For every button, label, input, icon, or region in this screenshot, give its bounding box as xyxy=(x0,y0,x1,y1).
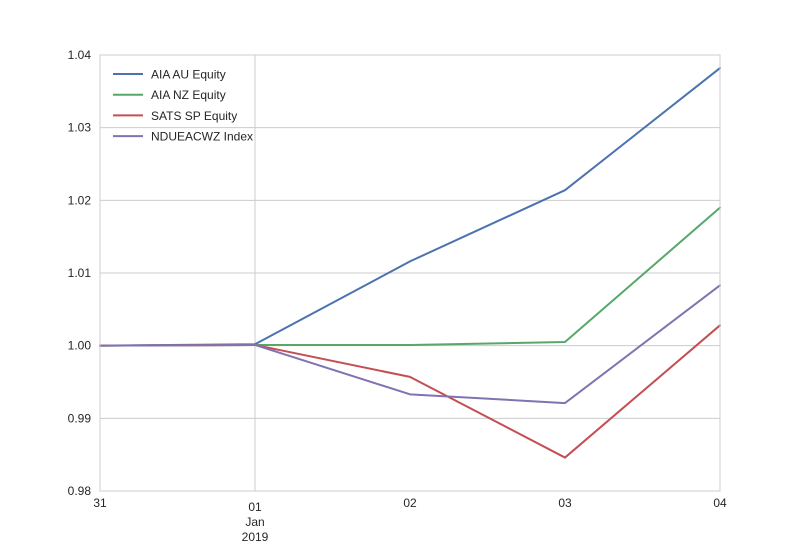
legend-label: NDUEACWZ Index xyxy=(151,130,253,144)
x-tick-label: 01 xyxy=(248,500,262,514)
legend-label: AIA NZ Equity xyxy=(151,88,226,102)
y-axis-tick-labels: 0.98 0.99 1.00 1.01 1.02 1.03 1.04 xyxy=(68,48,92,498)
series-lines xyxy=(99,67,721,459)
y-tick-label: 1.00 xyxy=(68,339,92,353)
legend-label: SATS SP Equity xyxy=(151,109,237,123)
x-tick-label: 03 xyxy=(558,496,572,510)
legend: AIA AU Equity AIA NZ Equity SATS SP Equity… xyxy=(113,68,253,144)
x-tick-label: 04 xyxy=(713,496,727,510)
y-tick-label: 0.99 xyxy=(68,411,92,425)
x-tick-label: 31 xyxy=(93,496,107,510)
x-tick-label: Jan xyxy=(245,515,264,529)
x-tick-label: 2019 xyxy=(242,530,269,544)
legend-label: AIA AU Equity xyxy=(151,68,226,82)
y-tick-label: 1.03 xyxy=(68,121,92,135)
plot-frame xyxy=(99,54,721,492)
y-tick-label: 1.04 xyxy=(68,48,92,62)
series-line-ndueacwz-index xyxy=(99,284,721,405)
x-tick-label: 02 xyxy=(403,496,417,510)
y-tick-label: 1.01 xyxy=(68,266,92,280)
y-tick-label: 0.98 xyxy=(68,484,92,498)
y-tick-label: 1.02 xyxy=(68,193,92,207)
